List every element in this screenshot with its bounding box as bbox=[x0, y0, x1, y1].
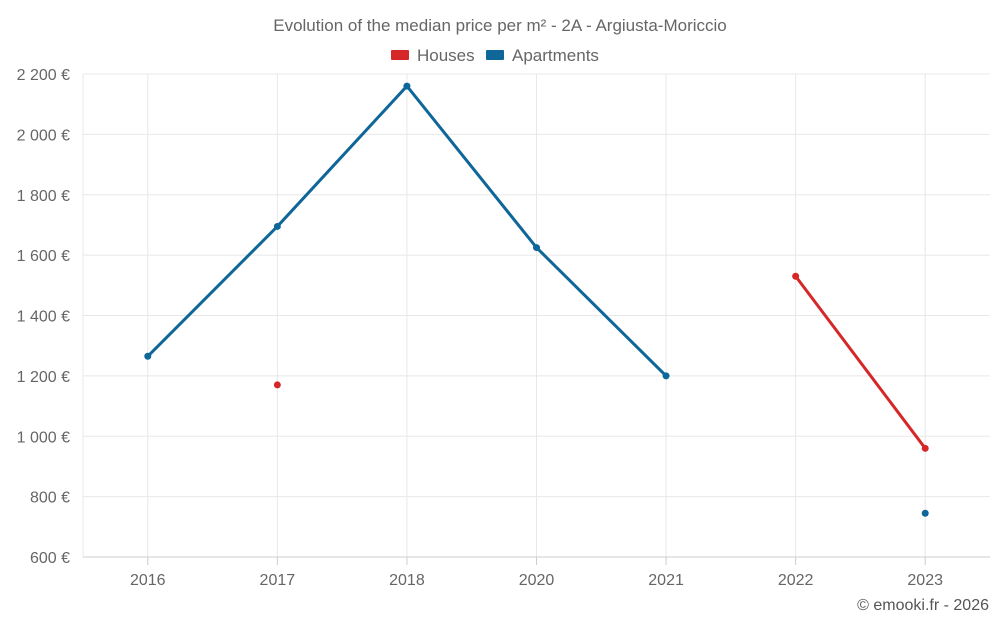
y-tick-label: 2 000 € bbox=[17, 127, 70, 144]
x-tick-label: 2018 bbox=[389, 572, 425, 589]
x-tick-label: 2022 bbox=[778, 572, 814, 589]
data-point-houses[interactable] bbox=[792, 272, 800, 280]
data-point-houses[interactable] bbox=[921, 444, 929, 452]
data-point-apartments[interactable] bbox=[144, 352, 152, 360]
gridlines bbox=[82, 73, 990, 558]
series bbox=[144, 82, 929, 517]
legend-item-houses[interactable]: Houses bbox=[391, 46, 475, 65]
series-apartments bbox=[144, 82, 929, 517]
legend-item-apartments[interactable]: Apartments bbox=[486, 46, 599, 65]
data-point-apartments[interactable] bbox=[273, 222, 281, 230]
axes: 600 € 800 € 1 000 € 1 200 € 1 400 € 1 600 € 1 … bbox=[17, 67, 990, 589]
y-tick-label: 800 € bbox=[30, 490, 70, 507]
data-point-apartments[interactable] bbox=[533, 244, 540, 252]
x-tick-label: 2020 bbox=[519, 572, 555, 589]
series-houses bbox=[273, 272, 929, 452]
y-tick-label: 2 200 € bbox=[17, 67, 70, 84]
y-tick-label: 1 600 € bbox=[17, 248, 70, 265]
data-point-apartments[interactable] bbox=[662, 372, 670, 380]
legend: Houses Apartments bbox=[391, 46, 599, 65]
x-tick-label: 2021 bbox=[648, 572, 684, 589]
x-tick-label: 2016 bbox=[130, 572, 166, 589]
legend-label-houses: Houses bbox=[417, 46, 475, 65]
x-tick-label: 2017 bbox=[260, 572, 296, 589]
y-tick-label: 1 000 € bbox=[17, 429, 70, 446]
series-line-houses bbox=[794, 274, 927, 450]
legend-swatch-apartments bbox=[486, 50, 504, 60]
y-tick-label: 1 400 € bbox=[17, 309, 70, 326]
legend-label-apartments: Apartments bbox=[512, 46, 599, 65]
y-tick-label: 600 € bbox=[30, 550, 70, 567]
x-tick-label: 2023 bbox=[907, 572, 943, 589]
data-point-houses[interactable] bbox=[273, 381, 281, 389]
y-tick-label: 1 200 € bbox=[17, 369, 70, 386]
data-point-apartments[interactable] bbox=[921, 509, 929, 517]
chart-title: Evolution of the median price per m² - 2… bbox=[273, 16, 727, 35]
legend-swatch-houses bbox=[391, 50, 409, 60]
y-tick-label: 1 800 € bbox=[17, 188, 70, 205]
credit-text: © emooki.fr - 2026 bbox=[857, 597, 989, 614]
data-point-apartments[interactable] bbox=[403, 82, 411, 90]
